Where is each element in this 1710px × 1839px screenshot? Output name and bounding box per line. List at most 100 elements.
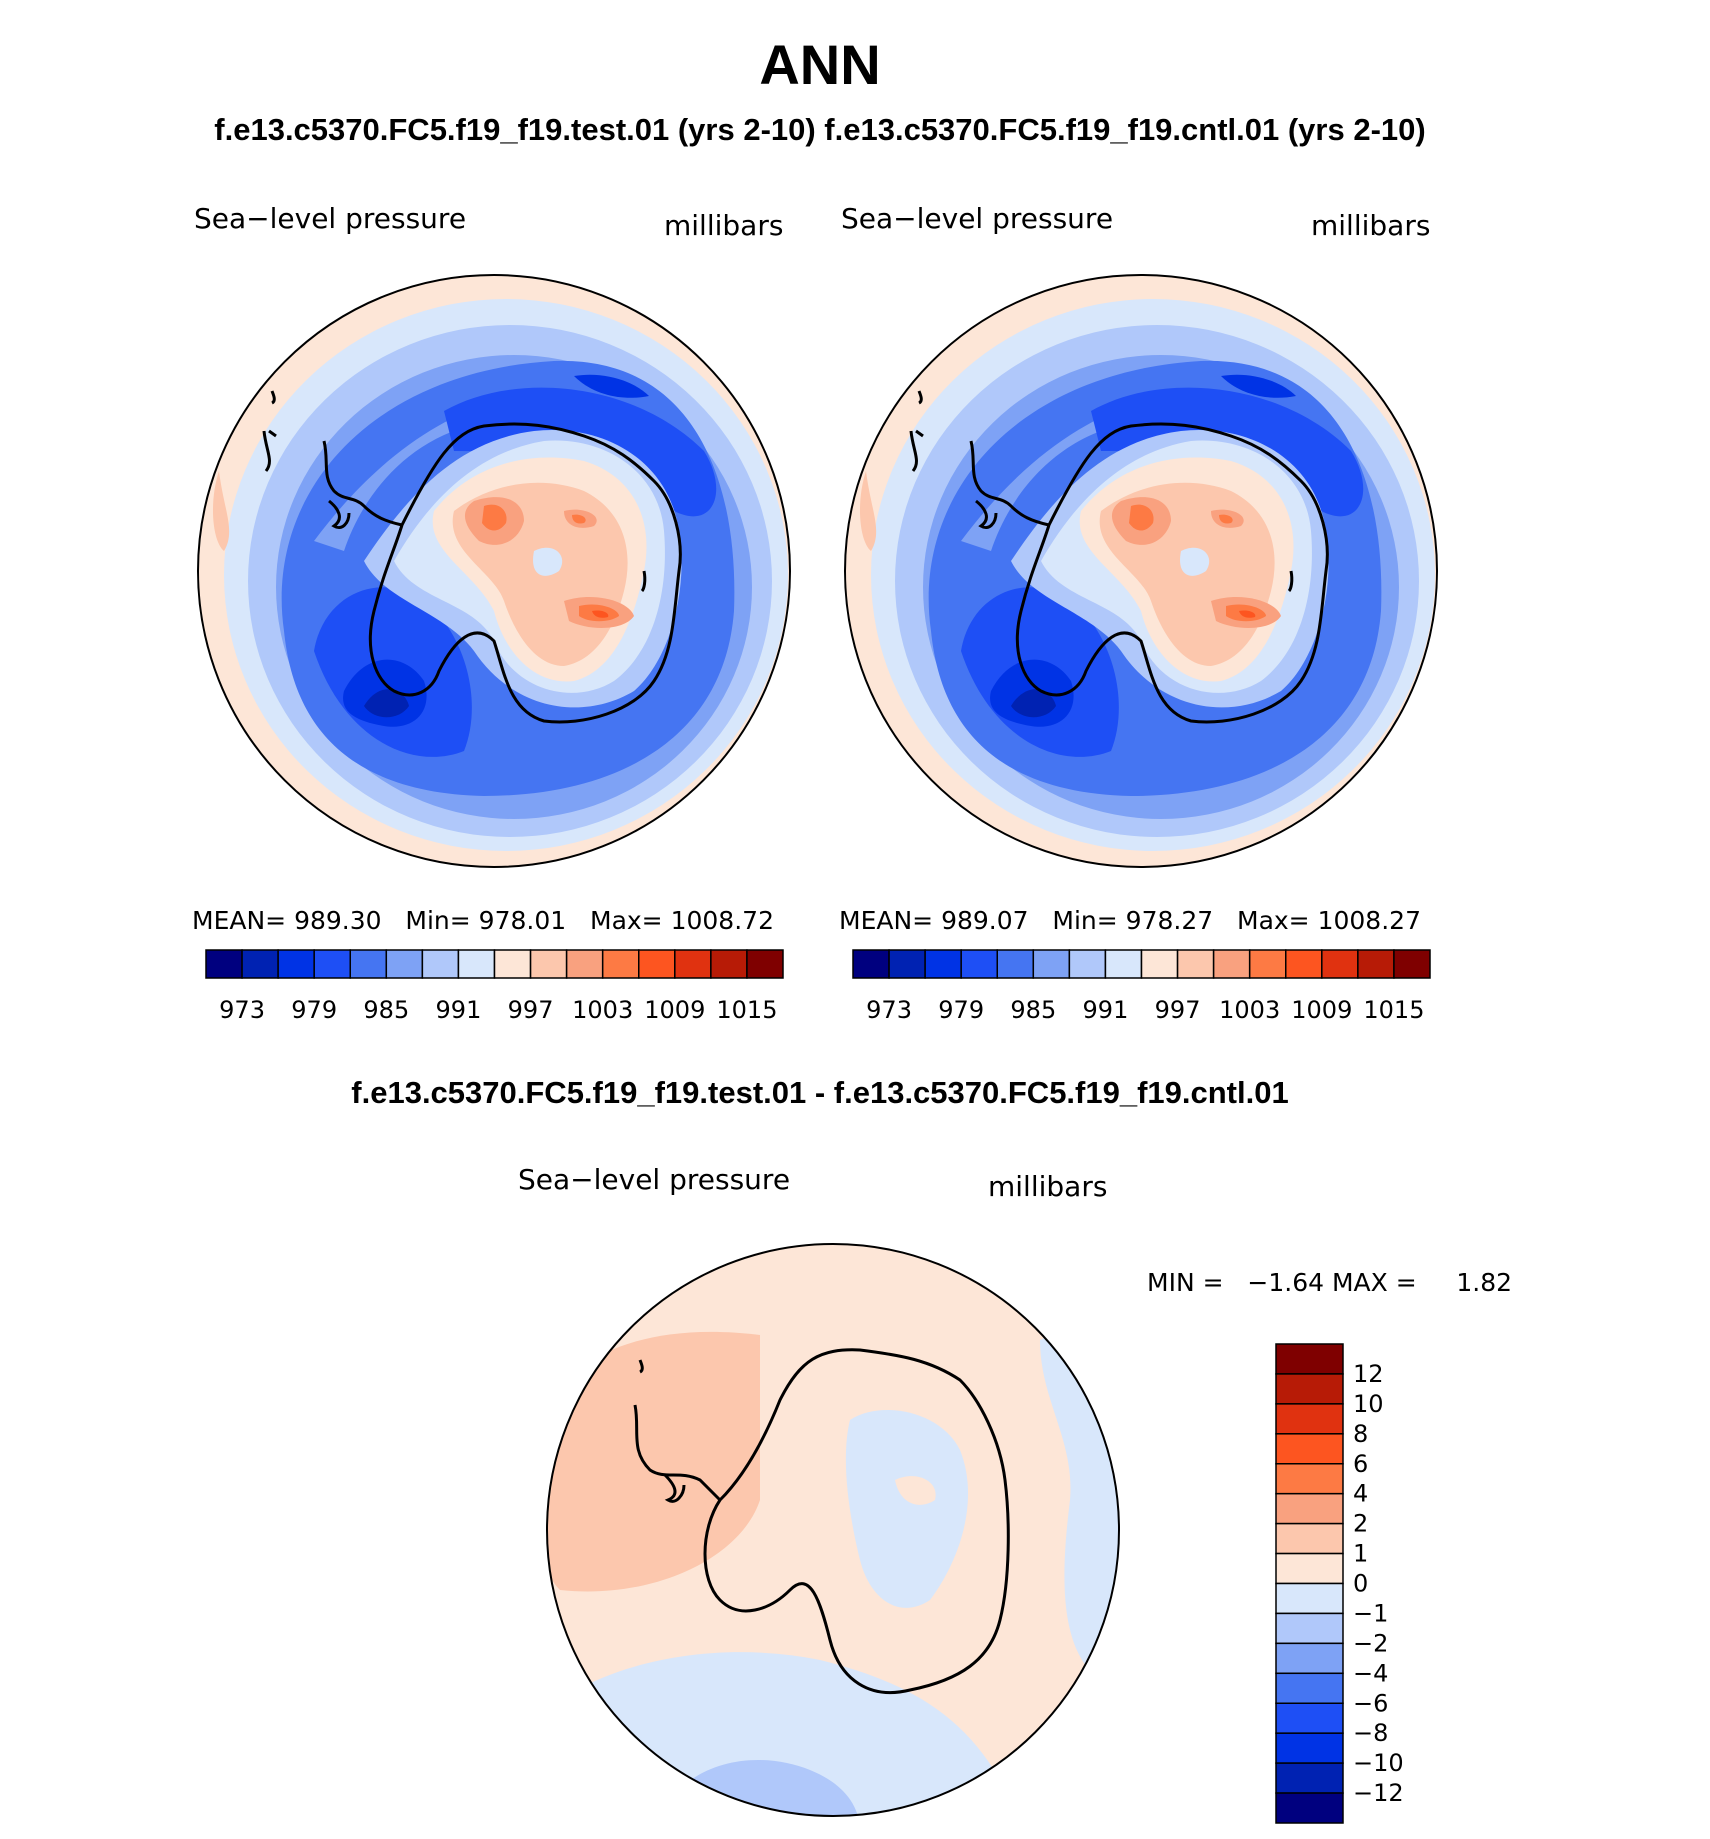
panel1-colorbar-tick-label: 1015: [716, 996, 777, 1024]
panel2-mean: 989.07: [941, 906, 1029, 935]
panel1-min-label: Min=: [405, 906, 471, 935]
panel2-colorbar-swatch: [1393, 949, 1431, 979]
diff-colorbar-swatch: [1275, 1672, 1344, 1704]
diff-colorbar-tick-label: −4: [1353, 1659, 1388, 1687]
panel2-min: 978.27: [1125, 906, 1214, 935]
panel2-colorbar-swatch: [1285, 949, 1323, 979]
panel1-mean: 989.30: [294, 906, 382, 935]
panel2-min-label: Min=: [1052, 906, 1118, 935]
diff-colorbar-swatch: [1275, 1642, 1344, 1675]
panel1-max-label: Max=: [590, 906, 663, 935]
diff-min: −1.64: [1247, 1268, 1325, 1297]
panel2-colorbar-tick-label: 973: [866, 996, 912, 1024]
panel2-colorbar-swatch: [1140, 949, 1179, 979]
panel1-colorbar-swatch: [565, 949, 604, 979]
panel2-map: [844, 274, 1438, 868]
diff-minmax: MIN = −1.64 MAX = 1.82: [1147, 1268, 1512, 1297]
panel1-colorbar-swatch: [277, 949, 315, 979]
diff-map: [546, 1243, 1120, 1817]
panel2-stats: MEAN= 989.07 Min= 978.27 Max= 1008.27: [839, 906, 1421, 935]
diff-colorbar-tick-label: 12: [1353, 1360, 1384, 1388]
diff-colorbar-swatch: [1275, 1702, 1344, 1734]
diff-colorbar-tick-label: −6: [1353, 1689, 1388, 1717]
diff-colorbar-swatch: [1275, 1582, 1344, 1615]
panel1-colorbar-tick-label: 979: [291, 996, 337, 1024]
panel1-mean-label: MEAN=: [192, 906, 287, 935]
panel2-max: 1008.27: [1317, 906, 1421, 935]
panel2-colorbar-tick-label: 997: [1155, 996, 1201, 1024]
panel2-variable: Sea−level pressure: [841, 202, 1114, 235]
panel2-colorbar-swatch: [852, 949, 890, 979]
diff-colorbar-tick-label: −8: [1353, 1719, 1388, 1747]
panel1-colorbar-swatch: [493, 949, 532, 979]
panel1-map: [197, 274, 791, 868]
panel2-max-label: Max=: [1237, 906, 1310, 935]
diff-colorbar-tick-label: 4: [1353, 1480, 1368, 1508]
panel2-colorbar-swatch: [1248, 949, 1287, 979]
diff-colorbar-tick-label: −12: [1353, 1779, 1404, 1807]
panel1-colorbar-tick-label: 997: [508, 996, 554, 1024]
diff-colorbar-swatch: [1275, 1762, 1344, 1794]
panel1-colorbar-tick-label: 1009: [644, 996, 705, 1024]
diff-colorbar-swatch: [1275, 1522, 1344, 1555]
panel2-colorbar-swatch: [960, 949, 998, 979]
panel2-colorbar-swatch: [996, 949, 1035, 979]
panel1-colorbar-swatch: [601, 949, 640, 979]
panel2-mean-label: MEAN=: [839, 906, 934, 935]
diff-colorbar-swatch: [1275, 1403, 1344, 1435]
panel1-colorbar-tick-label: 985: [363, 996, 409, 1024]
panel1-colorbar-swatch: [457, 949, 496, 979]
diff-colorbar-tick-label: −2: [1353, 1629, 1388, 1657]
panel1-colorbar-swatch: [674, 949, 712, 979]
diff-max-label: MAX =: [1331, 1268, 1417, 1297]
panel1-colorbar: 973 979 985 991 997 1003 1009 1015: [205, 949, 784, 1024]
diff-colorbar-swatch: [1275, 1612, 1344, 1645]
diff-colorbar-swatch: [1275, 1373, 1344, 1405]
diff-colorbar-tick-label: 10: [1353, 1390, 1384, 1418]
diff-colorbar-swatch: [1275, 1492, 1344, 1525]
panel1-max: 1008.72: [670, 906, 774, 935]
diff-colorbar-swatch: [1275, 1792, 1344, 1824]
diff-colorbar-tick-label: 2: [1353, 1510, 1368, 1538]
panel2-colorbar-swatch: [1212, 949, 1251, 979]
panel2-colorbar-swatch: [1032, 949, 1071, 979]
panel2-colorbar-swatch: [1104, 949, 1143, 979]
diff-colorbar-swatch: [1275, 1552, 1344, 1585]
panel2-colorbar-tick-label: 991: [1083, 996, 1129, 1024]
panel1-colorbar-swatch: [529, 949, 568, 979]
panel1-min: 978.01: [478, 906, 567, 935]
panel1-colorbar-swatch: [313, 949, 351, 979]
panel1-colorbar-swatch: [349, 949, 388, 979]
panel1-colorbar-swatch: [710, 949, 748, 979]
panel2-colorbar-tick-label: 1003: [1219, 996, 1280, 1024]
panel1-colorbar-swatch: [241, 949, 279, 979]
figure-title: ANN: [759, 33, 881, 96]
diff-min-label: MIN =: [1147, 1268, 1224, 1297]
panel1-units: millibars: [664, 209, 784, 242]
panel2-colorbar-swatch: [924, 949, 962, 979]
diff-max: 1.82: [1456, 1268, 1513, 1297]
panel1-colorbar-tick-label: 1003: [572, 996, 633, 1024]
panel2-colorbar-swatch: [888, 949, 926, 979]
panel2-colorbar-tick-label: 1015: [1363, 996, 1424, 1024]
panel2-colorbar-tick-label: 1009: [1291, 996, 1352, 1024]
diff-colorbar-swatch: [1275, 1343, 1344, 1375]
panel1-colorbar-swatch: [421, 949, 460, 979]
panel1-colorbar-swatch: [746, 949, 784, 979]
panel2-colorbar-tick-label: 985: [1010, 996, 1056, 1024]
panel1-stats: MEAN= 989.30 Min= 978.01 Max= 1008.72: [192, 906, 774, 935]
panel1-colorbar-swatch: [385, 949, 424, 979]
panel2-colorbar-swatch: [1321, 949, 1359, 979]
diff-colorbar-tick-label: −1: [1353, 1599, 1388, 1627]
diff-colorbar-swatch: [1275, 1433, 1344, 1465]
diff-colorbar-swatch: [1275, 1732, 1344, 1764]
panel1-variable: Sea−level pressure: [194, 202, 467, 235]
panel2-colorbar: 973 979 985 991 997 1003 1009 1015: [852, 949, 1431, 1024]
panel2-colorbar-swatch: [1357, 949, 1395, 979]
diff-colorbar-tick-label: 0: [1353, 1570, 1368, 1598]
panel1-colorbar-swatch: [205, 949, 243, 979]
diff-units: millibars: [988, 1170, 1108, 1203]
cases-subtitle: f.e13.c5370.FC5.f19_f19.test.01 (yrs 2-1…: [214, 112, 1426, 147]
